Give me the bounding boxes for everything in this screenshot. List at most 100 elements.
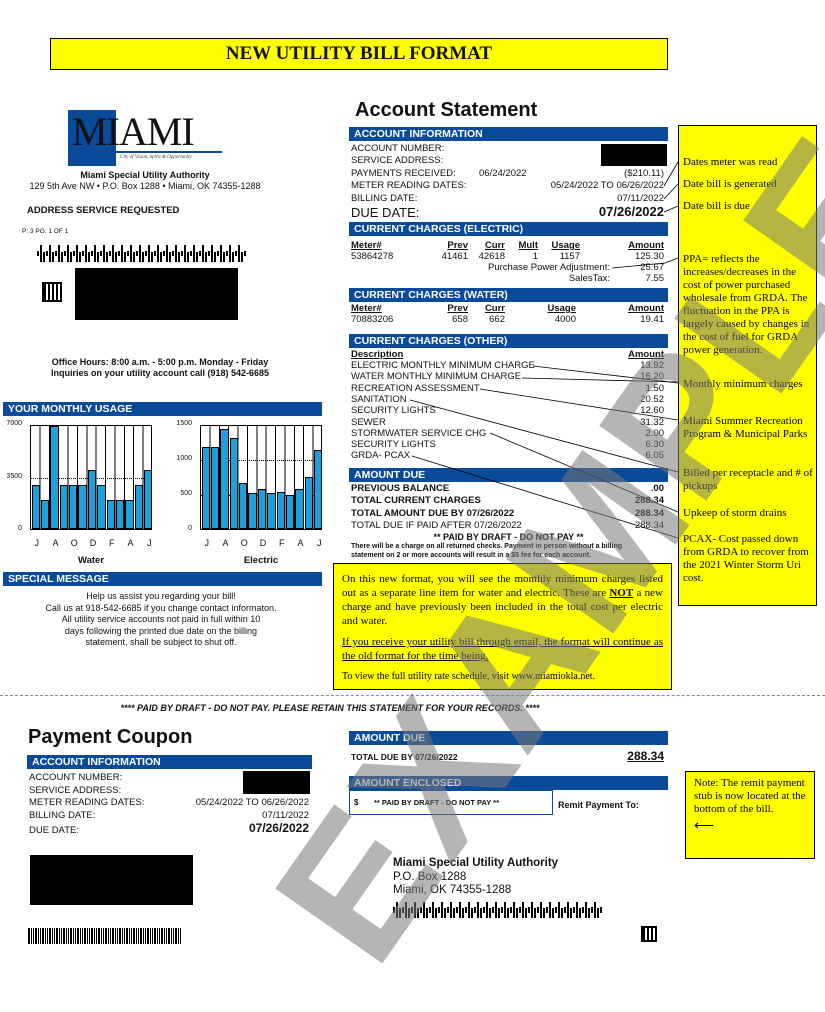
usage-bar <box>115 499 125 529</box>
col-amount: Amount <box>628 303 664 314</box>
format-info-box: On this new format, you will see the mon… <box>333 563 672 690</box>
amount-due-value: 288.34 <box>634 495 664 506</box>
amount-enclosed-header: AMOUNT ENCLOSED <box>349 776 668 790</box>
prev-reading: 41461 <box>441 251 468 262</box>
usage-bar <box>267 493 276 529</box>
usage-bar <box>144 470 153 529</box>
note-storm: Upkeep of storm drains <box>683 507 787 519</box>
usage-bar <box>201 446 210 529</box>
usage-bar <box>314 449 323 529</box>
coupon-account-info: ACCOUNT INFORMATION ACCOUNT NUMBER: SERV… <box>27 755 312 836</box>
curr-reading: 662 <box>489 314 505 325</box>
col-description: Description <box>351 349 404 360</box>
usage-bar <box>295 489 304 529</box>
service-address-label: SERVICE ADDRESS: <box>351 155 444 166</box>
amount: 125.30 <box>634 251 664 262</box>
electric-charges: CURRENT CHARGES (ELECTRIC) Meter# Prev C… <box>349 222 668 288</box>
charge-description: GRDA- PCAX <box>351 450 411 462</box>
amount-due-header: AMOUNT DUE <box>349 468 668 482</box>
billing-date-value: 07/11/2022 <box>617 193 664 204</box>
usage-bar <box>257 489 267 529</box>
remit-label: Remit Payment To: <box>558 800 639 810</box>
water-charges: CURRENT CHARGES (WATER) Meter# Prev Curr… <box>349 288 668 332</box>
inquiries: Inquiries on your utility account call (… <box>50 368 270 378</box>
statement-title: Account Statement <box>355 99 538 121</box>
due-date-value: 07/26/2022 <box>248 821 309 835</box>
message-line: All utility service accounts not paid in… <box>61 614 261 624</box>
x-tick-label: D <box>259 538 267 548</box>
remit-barcode <box>393 902 602 918</box>
usage-bar <box>59 484 69 529</box>
retain-notice: **** PAID BY DRAFT - DO NOT PAY. PLEASE … <box>120 703 540 713</box>
usage-bar <box>210 446 220 529</box>
ppa-label: Purchase Power Adjustment: <box>488 262 610 273</box>
usage-bar <box>31 484 40 529</box>
amount-due-label: PREVIOUS BALANCE <box>351 483 450 494</box>
charge-amount: 1.50 <box>645 382 665 394</box>
x-tick-label: F <box>109 538 115 548</box>
org-name: Miami Special Utility Authority <box>80 170 210 180</box>
x-tick-label: A <box>297 538 304 548</box>
due-date-value: 07/26/2022 <box>598 204 664 219</box>
meter-dates-label: METER READING DATES: <box>29 797 145 808</box>
qr-code <box>641 926 657 942</box>
meter-dates-value: 05/24/2022 TO 06/26/2022 <box>195 797 309 808</box>
tear-line <box>0 695 825 696</box>
usage-bar <box>97 484 106 529</box>
charge-description: RECREATION ASSESSMENT <box>351 382 480 394</box>
charge-description: SECURITY LIGHTS <box>351 405 436 417</box>
x-tick-label: O <box>240 538 248 548</box>
usage-bar <box>106 499 115 529</box>
annotation-notes: Dates meter was read Date bill is genera… <box>678 125 817 606</box>
logo-tagline: City of Vision, Spirit & Opportunity <box>120 155 192 160</box>
usage-bar <box>220 429 229 529</box>
y-tick-label: 1000 <box>176 455 192 462</box>
meter-number: 70883206 <box>351 314 394 325</box>
y-tick-label: 1500 <box>176 420 192 427</box>
other-charges: CURRENT CHARGES (OTHER) Description Amou… <box>349 334 668 466</box>
account-info-header: ACCOUNT INFORMATION <box>349 127 668 141</box>
billing-date-label: BILLING DATE: <box>29 810 96 821</box>
note-minimum: Monthly minimum charges <box>683 378 803 390</box>
draft-notice: ** PAID BY DRAFT - DO NOT PAY ** <box>433 532 584 542</box>
col-usage: Usage <box>547 303 576 314</box>
usage-bar <box>134 484 144 529</box>
usage-bar <box>125 499 134 529</box>
account-barcode <box>28 928 181 944</box>
x-tick-label: F <box>279 538 285 548</box>
amount-enclosed-field[interactable]: $ ** PAID BY DRAFT - DO NOT PAY ** <box>349 790 553 815</box>
water-chart: 0 3500 7000 J A O D F A J Water <box>0 420 160 570</box>
col-curr: Curr <box>484 240 505 251</box>
usage-bar <box>69 484 78 529</box>
y-tick-label: 0 <box>18 525 22 532</box>
amount-due: AMOUNT DUE PREVIOUS BALANCE .00 TOTAL CURR… <box>349 468 668 563</box>
redacted-address <box>75 268 238 320</box>
remit-note: Note: The remit payment stub is now loca… <box>685 771 815 859</box>
usage: 4000 <box>554 314 576 325</box>
col-meter: Meter# <box>351 240 382 251</box>
redacted-payer <box>30 855 193 905</box>
usage-bar <box>50 426 59 529</box>
sales-tax-label: SalesTax: <box>568 273 610 284</box>
note-meter: Dates meter was read <box>683 156 778 168</box>
col-prev: Prev <box>447 240 468 251</box>
chart-title: Electric <box>243 555 279 566</box>
y-tick-label: 0 <box>188 525 192 532</box>
charge-amount: 6.30 <box>645 439 665 451</box>
x-tick-label: A <box>222 538 229 548</box>
usage-bar <box>248 493 257 529</box>
enclosed-text: ** PAID BY DRAFT - DO NOT PAY ** <box>374 798 500 807</box>
rate-schedule-link[interactable]: To view the full utility rate schedule, … <box>342 671 596 682</box>
usage: 1157 <box>559 251 580 262</box>
amount-due-label: TOTAL CURRENT CHARGES <box>351 495 481 506</box>
dollar-sign: $ <box>354 798 359 807</box>
charge-amount: 2.00 <box>645 427 665 439</box>
remit-note-text: Note: The remit payment stub is now loca… <box>694 777 806 815</box>
amount-due-value: .00 <box>650 483 664 494</box>
y-tick-label: 500 <box>180 490 192 497</box>
billing-date-value: 07/11/2022 <box>262 810 309 821</box>
amount-enclosed: AMOUNT ENCLOSED $ ** PAID BY DRAFT - DO … <box>349 776 668 816</box>
amount: 19.41 <box>640 314 664 325</box>
col-meter: Meter# <box>351 303 382 314</box>
account-number-label: ACCOUNT NUMBER: <box>351 143 445 154</box>
